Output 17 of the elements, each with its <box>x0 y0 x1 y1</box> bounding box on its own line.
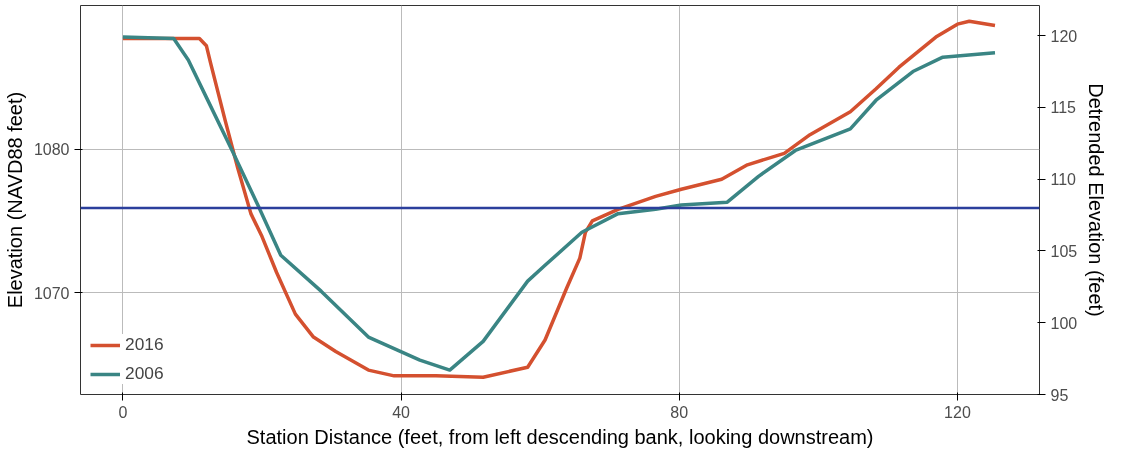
x-tick-label: 80 <box>670 403 689 421</box>
x-tick-label: 120 <box>944 403 971 421</box>
y2-tick-label: 115 <box>1050 99 1077 117</box>
legend-label: 2016 <box>125 334 164 355</box>
y2-tick-label: 110 <box>1050 171 1077 189</box>
y2-tick-label: 120 <box>1050 27 1078 45</box>
y2-axis-title: Detrended Elevation (feet) <box>1085 83 1108 317</box>
y-tick-label: 1070 <box>33 284 70 302</box>
y2-tick-label: 95 <box>1050 386 1069 404</box>
x-tick-label: 40 <box>392 403 411 421</box>
legend-label: 2006 <box>125 363 164 384</box>
x-tick-label: 0 <box>118 403 128 421</box>
y2-tick-label: 100 <box>1050 314 1078 332</box>
y-axis-title: Elevation (NAVD88 feet) <box>3 91 26 309</box>
x-axis-title: Station Distance (feet, from left descending bank, looking downstream) <box>246 425 874 448</box>
y2-tick-label: 105 <box>1050 242 1078 260</box>
y-tick-label: 1080 <box>33 141 70 159</box>
